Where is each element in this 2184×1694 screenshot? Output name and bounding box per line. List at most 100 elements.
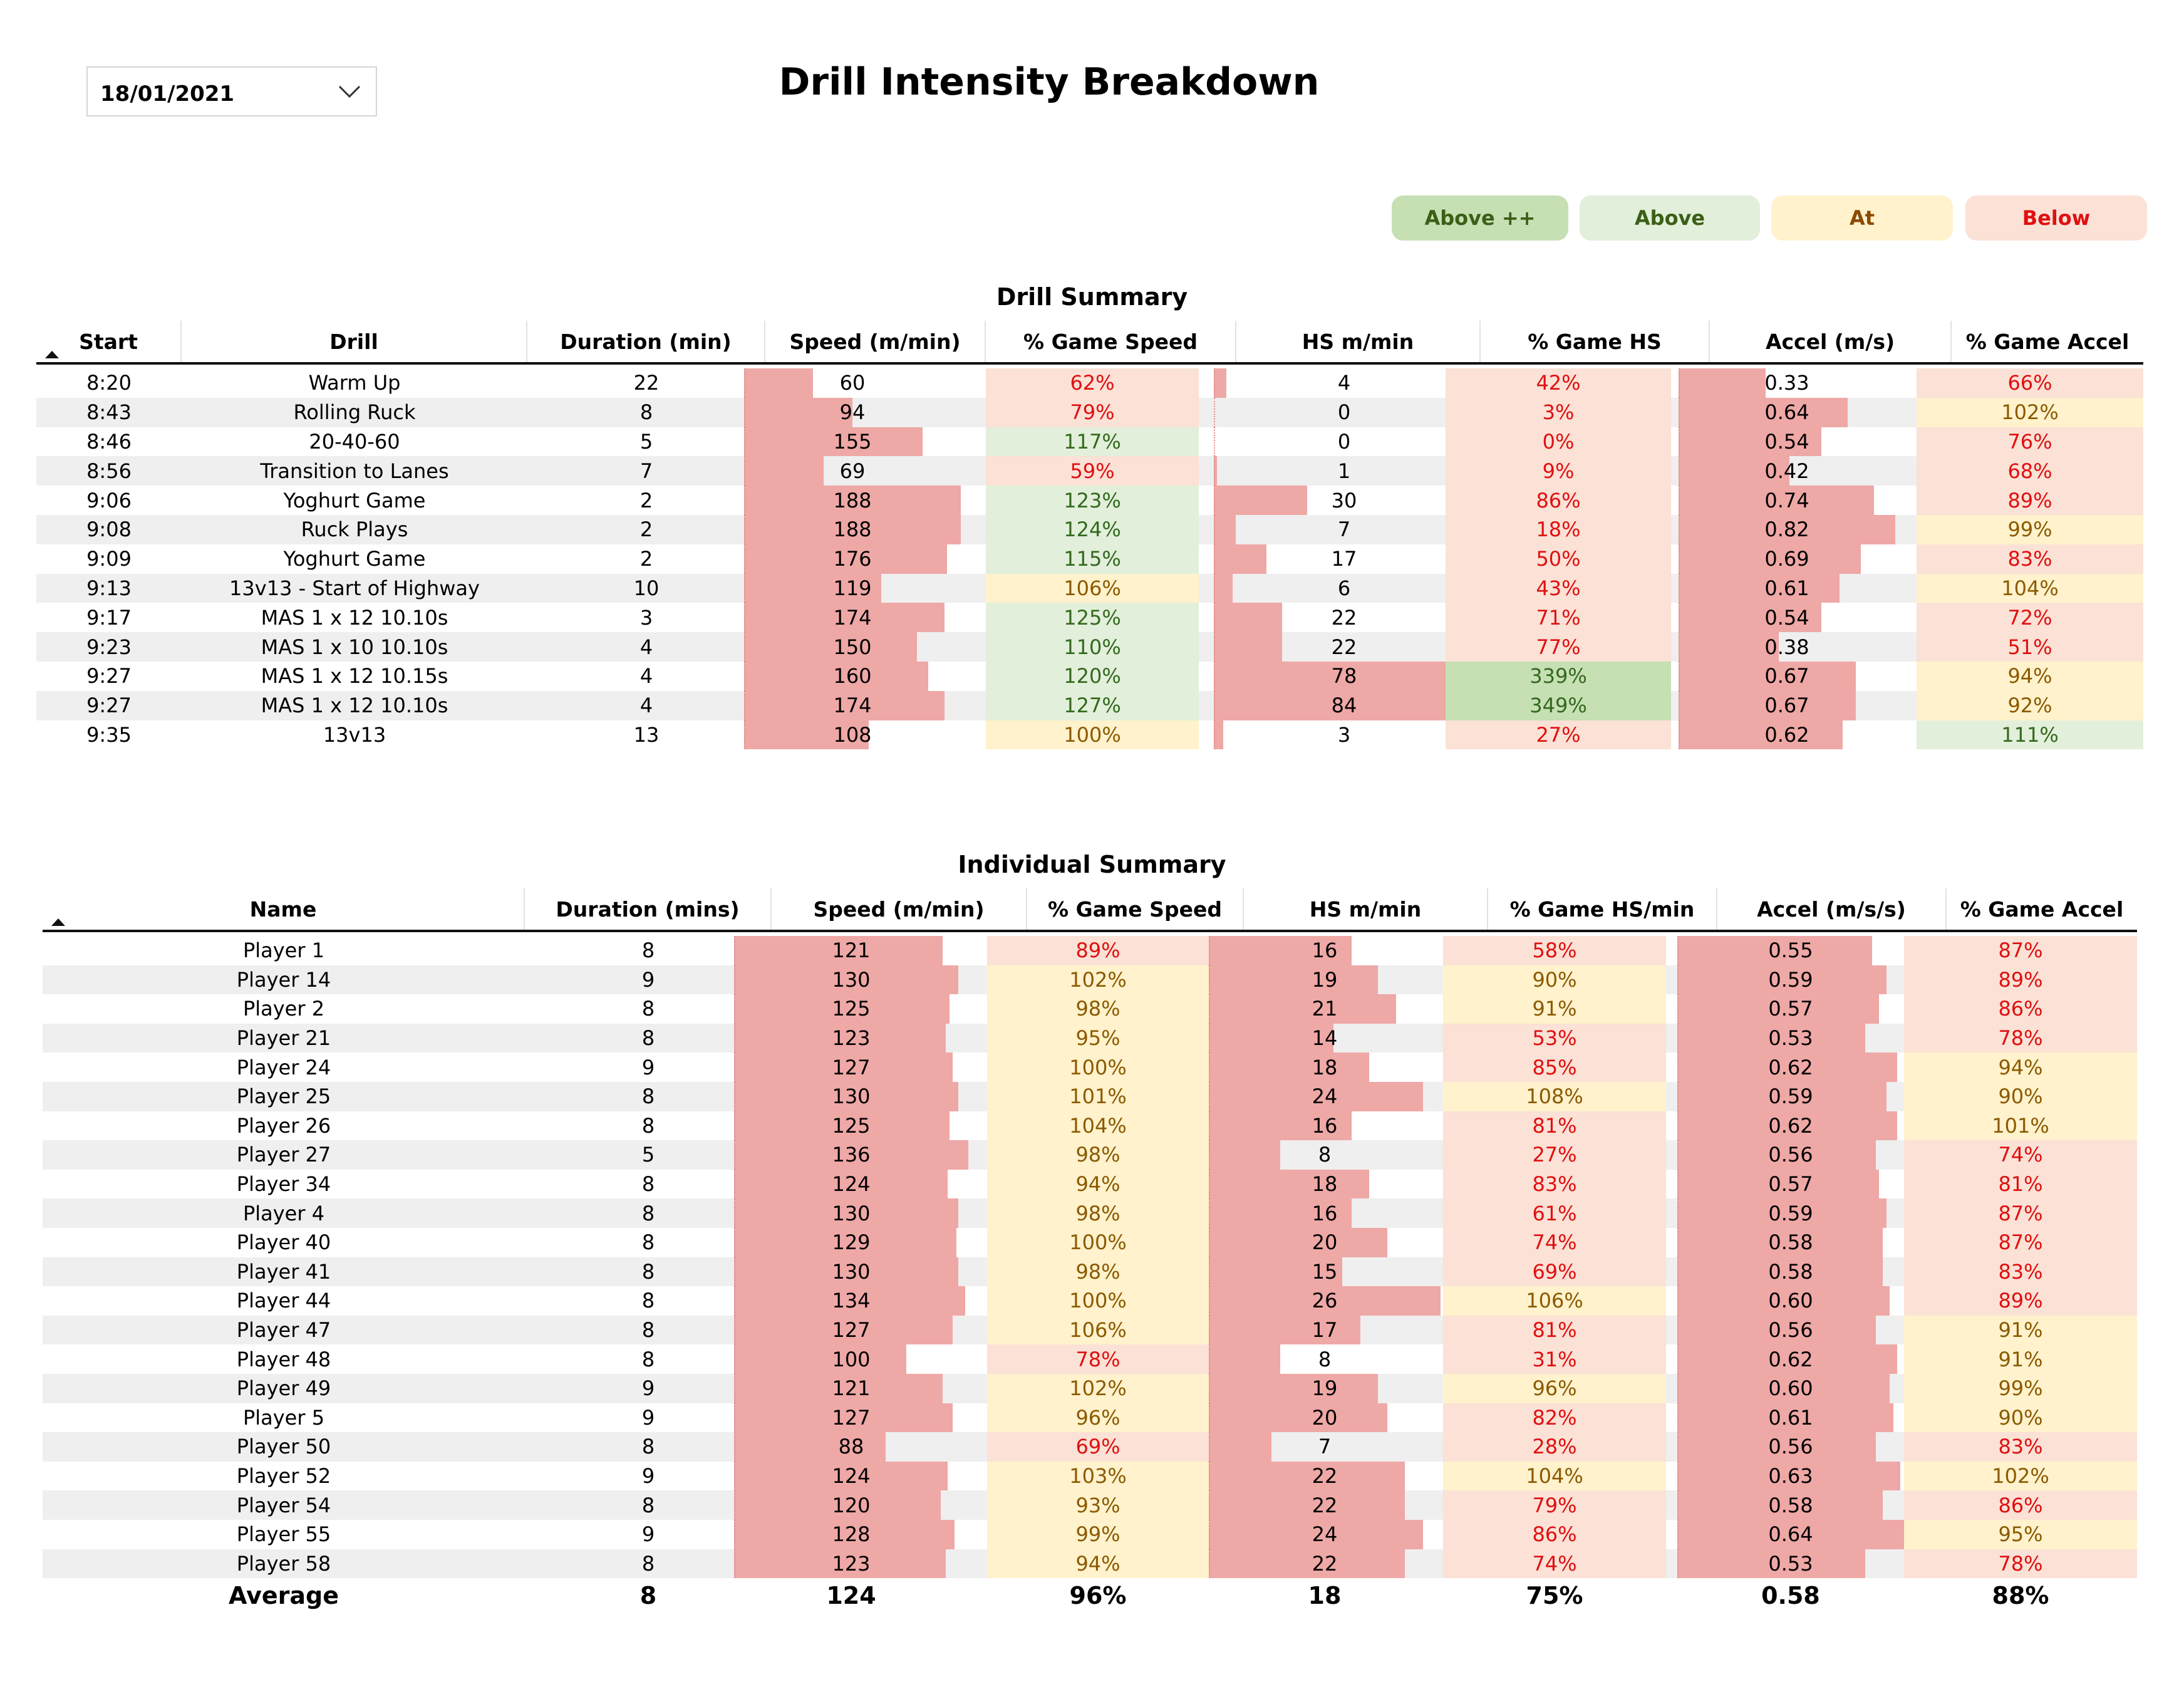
- accel-databar: [1679, 486, 1875, 515]
- date-slicer[interactable]: 18/01/2021: [86, 66, 377, 117]
- paccel-percent-value: 68%: [2007, 459, 2052, 483]
- table-row: Player 50 8 88 69% 7 28% 0.56 83%: [43, 1432, 2137, 1462]
- sort-ascending-icon[interactable]: [45, 351, 59, 358]
- column-header-name[interactable]: Name: [43, 888, 525, 930]
- accel-databar: [1679, 690, 1856, 720]
- column-header-phs[interactable]: % Game HS/min: [1488, 888, 1717, 930]
- chevron-down-icon[interactable]: [336, 78, 363, 105]
- phs-percent-cell: 108%: [1443, 1082, 1666, 1111]
- table-row: Player 27 5 136 98% 8 27% 0.56 74%: [43, 1140, 2137, 1170]
- accel-databar: [1677, 1461, 1901, 1491]
- column-header-pspeed[interactable]: % Game Speed: [1027, 888, 1244, 930]
- table-row: 9:27 MAS 1 x 12 10.10s 4 174 127% 84 349% 0.67 9…: [36, 690, 2143, 720]
- databar-axis: [1679, 544, 1681, 574]
- column-header-hs[interactable]: HS m/min: [1244, 888, 1488, 930]
- column-header-dur[interactable]: Duration (mins): [525, 888, 772, 930]
- phs-percent-cell: 96%: [1443, 1374, 1666, 1403]
- databar-axis: [1209, 1198, 1211, 1228]
- speed-value: 60: [839, 371, 866, 395]
- dur-cell: 13: [633, 722, 660, 747]
- dur-cell: 8: [641, 1435, 655, 1459]
- column-header-hs[interactable]: HS m/min: [1236, 321, 1481, 362]
- speed-value: 174: [833, 694, 872, 718]
- accel-value: 0.58: [1768, 1259, 1813, 1284]
- name-cell: Player 26: [236, 1113, 331, 1138]
- column-header-speed[interactable]: Speed (m/min): [765, 321, 986, 362]
- pspeed-percent-value: 98%: [1075, 997, 1120, 1021]
- pspeed-percent-cell: 102%: [987, 1374, 1209, 1403]
- databar-axis: [1209, 1082, 1211, 1111]
- databar-axis: [1677, 1461, 1680, 1491]
- table-row: Player 47 8 127 106% 17 81% 0.56 91%: [43, 1315, 2137, 1345]
- databar-axis: [744, 573, 747, 603]
- pspeed-percent-cell: 115%: [986, 544, 1199, 574]
- column-header-drill[interactable]: Drill: [182, 321, 527, 362]
- phs-percent-cell: 86%: [1443, 1520, 1666, 1549]
- paccel-percent-cell: 99%: [1917, 515, 2143, 544]
- paccel-percent-cell: 90%: [1904, 1403, 2137, 1433]
- pspeed-percent-value: 123%: [1064, 488, 1121, 512]
- accel-value: 0.57: [1768, 997, 1813, 1021]
- databar-axis: [1679, 662, 1681, 691]
- phs-percent-value: 106%: [1526, 1289, 1583, 1313]
- accel-value: 0.69: [1764, 547, 1809, 571]
- hs-databar: [1214, 603, 1282, 633]
- column-header-phs[interactable]: % Game HS: [1481, 321, 1710, 362]
- column-header-paccel[interactable]: % Game Accel: [1960, 896, 2124, 922]
- speed-databar-cell: 188: [744, 515, 961, 544]
- paccel-percent-cell: 83%: [1904, 1432, 2137, 1462]
- databar-axis: [744, 720, 747, 750]
- databar-axis: [734, 936, 737, 965]
- speed-databar-cell: 130: [734, 1198, 968, 1228]
- databar-axis: [1209, 1169, 1211, 1199]
- phs-percent-cell: 349%: [1446, 690, 1671, 720]
- speed-value: 127: [832, 1318, 871, 1343]
- accel-databar: [1679, 662, 1856, 691]
- hs-databar-cell: 18: [1209, 1169, 1441, 1199]
- phs-percent-value: 53%: [1532, 1026, 1577, 1051]
- hs-value: 18: [1312, 1055, 1338, 1079]
- speed-databar: [734, 1432, 886, 1462]
- speed-databar-cell: 69: [744, 456, 961, 486]
- accel-databar: [1679, 603, 1821, 633]
- paccel-percent-cell: 68%: [1917, 456, 2143, 486]
- accel-databar-cell: 0.56: [1677, 1315, 1904, 1345]
- column-header-paccel[interactable]: % Game Accel: [1965, 329, 2130, 354]
- accel-databar: [1679, 397, 1848, 427]
- column-header-accel[interactable]: Accel (m/s): [1710, 321, 1952, 362]
- dur-cell: 8: [641, 1230, 655, 1255]
- accel-databar-cell: 0.53: [1677, 1549, 1904, 1579]
- speed-databar: [734, 1052, 953, 1082]
- accel-value: 0.60: [1768, 1376, 1813, 1401]
- table-row: Player 40 8 129 100% 20 74% 0.58 87%: [43, 1228, 2137, 1257]
- paccel-percent-value: 83%: [1998, 1435, 2043, 1459]
- column-header-dur[interactable]: Duration (min): [527, 321, 765, 362]
- pspeed-percent-value: 103%: [1069, 1464, 1127, 1489]
- speed-databar: [744, 486, 961, 515]
- start-cell: 9:17: [86, 605, 132, 630]
- drill-cell: MAS 1 x 12 10.15s: [261, 664, 448, 689]
- sort-ascending-icon[interactable]: [51, 918, 65, 926]
- pspeed-percent-value: 117%: [1064, 429, 1121, 454]
- phs-percent-cell: 42%: [1446, 368, 1671, 398]
- phs-percent-value: 82%: [1532, 1405, 1577, 1430]
- dur-cell: 8: [641, 1172, 655, 1197]
- phs-percent-value: 61%: [1532, 1201, 1577, 1225]
- column-header-speed[interactable]: Speed (m/min): [772, 888, 1027, 930]
- databar-axis: [1209, 965, 1211, 995]
- hs-value: 0: [1337, 429, 1351, 454]
- accel-databar: [1677, 1490, 1883, 1520]
- databar-axis: [744, 544, 747, 574]
- phs-percent-cell: 90%: [1443, 965, 1666, 995]
- pspeed-percent-cell: 69%: [987, 1432, 1209, 1462]
- column-header-pspeed[interactable]: % Game Speed: [986, 321, 1236, 362]
- speed-value: 130: [832, 1259, 871, 1284]
- start-cell: 9:27: [86, 694, 132, 718]
- column-header-accel[interactable]: Accel (m/s/s): [1717, 888, 1947, 930]
- column-header-start[interactable]: Start: [36, 321, 182, 362]
- hs-databar: [1209, 965, 1379, 995]
- speed-databar: [734, 1461, 948, 1491]
- paccel-percent-value: 81%: [1998, 1172, 2043, 1197]
- phs-percent-cell: 74%: [1443, 1549, 1666, 1579]
- databar-axis: [1209, 1520, 1211, 1549]
